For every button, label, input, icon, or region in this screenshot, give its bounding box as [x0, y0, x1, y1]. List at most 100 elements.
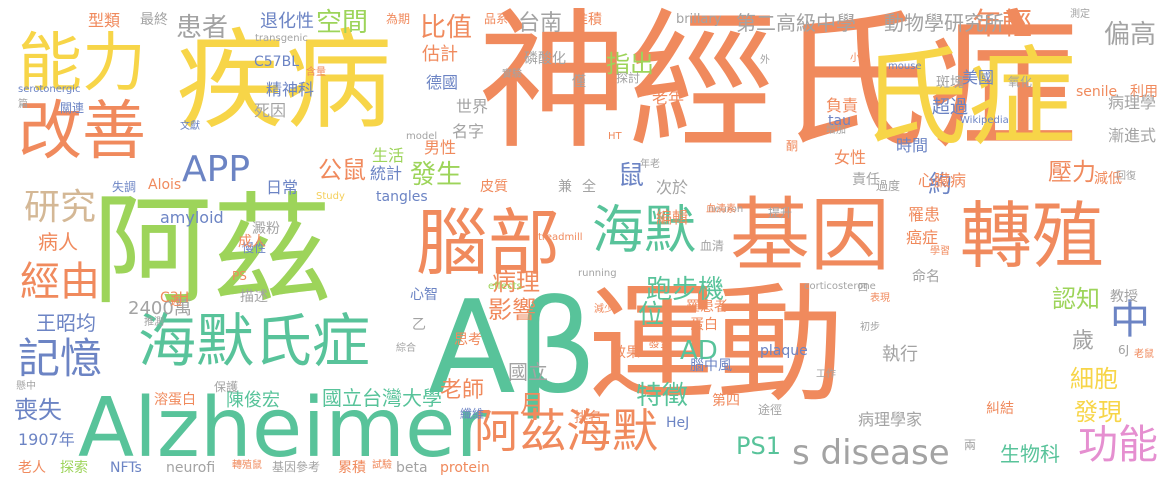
word-item-76: 測定	[1070, 9, 1090, 20]
word-item-125: 纖維	[460, 407, 485, 421]
word-item-97: 次於	[656, 178, 689, 197]
word-item-49: 陳俊宏	[226, 390, 280, 411]
word-item-92: 男性	[424, 138, 457, 157]
word-item-72: 為期	[386, 12, 411, 26]
word-item-82: 德國	[426, 73, 459, 92]
word-app: APP	[182, 149, 251, 190]
word-item-26: 指出	[606, 50, 654, 78]
word-tangles: tangles	[376, 189, 428, 205]
word-item-118: 思考	[454, 332, 482, 348]
word-item-158: 文獻	[180, 121, 200, 132]
word-item-108: 血清	[700, 239, 725, 253]
word-item-7: 轉殖	[960, 194, 1105, 278]
word-item-157: 關連	[60, 101, 85, 115]
word-item-70: 型類	[88, 11, 121, 30]
word-item-154: 兩	[964, 438, 977, 452]
word-item-169: 年老	[640, 159, 660, 170]
word-item-6: 腦部	[416, 201, 561, 285]
word-item-93: 生活	[372, 146, 405, 165]
word-item-38: 病理	[492, 268, 540, 296]
word-item-81: 僅	[572, 74, 586, 90]
word-6j: 6J	[1118, 343, 1130, 357]
word-item-50: 王昭均	[36, 311, 96, 335]
word-item-149: 基因參考	[272, 460, 321, 474]
word-item-12: 海默氏症	[138, 307, 371, 375]
word-item-61: 死因	[254, 101, 287, 120]
word-item-60: 精神科	[266, 80, 315, 99]
word-item-13: 阿茲海默	[474, 404, 658, 458]
word-item-5: 基因	[730, 189, 890, 282]
word-item-116: 描述	[240, 289, 268, 305]
word-item-106: 罹患	[908, 205, 941, 224]
word-item-96: 皮質	[480, 179, 508, 195]
word-2400: 2400萬	[128, 298, 192, 319]
word-item-17: 研究	[24, 187, 97, 228]
word-wikipedia: Wikipedia	[960, 115, 1009, 126]
word-ht: HT	[608, 131, 622, 142]
word-item-22: 年輕	[972, 7, 1032, 42]
word-model: model	[406, 131, 438, 142]
word-item-27: 台南	[518, 11, 563, 36]
word-item-140: 推測	[144, 317, 164, 328]
word-item-3: 阿茲	[92, 182, 332, 321]
word-item-127: 第四	[712, 393, 740, 409]
word-item-117: 心智	[410, 287, 438, 303]
word-item-18: 經由	[20, 259, 100, 305]
word-item-67: 超過	[932, 97, 968, 118]
word-item-54: 生物科	[1000, 442, 1060, 466]
word-item-56: 執行	[882, 344, 918, 365]
word-item-95: 日常	[266, 178, 299, 197]
word-item-66: 時間	[896, 136, 929, 155]
word-nfts: NFTs	[110, 460, 142, 476]
word-corticosterone: corticosterone	[804, 281, 876, 292]
word-item-139: 週	[170, 294, 183, 308]
word-item-36: 位	[638, 300, 665, 330]
word-item-177: 工作	[816, 369, 836, 380]
word-ad: AD	[680, 336, 718, 366]
word-item-126: 排名	[574, 410, 602, 426]
word-item-35: 跑步機	[646, 275, 725, 305]
word-neuron: neuron	[708, 204, 744, 215]
word-transgenic: transgenic	[255, 33, 308, 44]
word-item-80: 磷酸化	[524, 51, 566, 67]
word-item-24: 空間	[316, 8, 369, 38]
word-item-165: 實驗	[502, 69, 522, 80]
word-item-14: 海默	[592, 201, 697, 261]
word-item-44: 特徵	[636, 381, 689, 411]
word-neurofi: neurofi	[166, 460, 216, 476]
word-item-37: 影響	[488, 296, 536, 324]
word-item-113: 慢性	[242, 241, 267, 255]
word-ps: PS	[232, 269, 247, 283]
word-item-176: 學習	[930, 246, 950, 257]
word-item-94: 統計	[370, 164, 403, 183]
word-alzheimer: Alzheimer	[78, 381, 490, 476]
word-item-33: 鼠	[618, 161, 645, 191]
word-item-143: 保護	[214, 380, 239, 394]
word-item-41: 細胞	[1070, 365, 1118, 393]
word-item-174: 初步	[860, 322, 880, 333]
word-ps1: PS1	[736, 432, 781, 460]
word-item-114: 成人	[238, 234, 266, 250]
word-item-148: 轉殖鼠	[232, 460, 262, 471]
word-item-8: 能力	[18, 27, 146, 101]
word-item-2: 疾病	[176, 19, 393, 144]
word-protein: protein	[440, 460, 490, 476]
word-item-156: 篇	[18, 99, 28, 110]
word-item-32: 公鼠	[318, 156, 366, 184]
word-item-40: 認知	[1052, 285, 1100, 313]
word-item-64: 老年	[652, 88, 685, 107]
word-item-45: 月	[520, 390, 544, 418]
word-alois: Alois	[148, 177, 182, 193]
word-item-98: 兼	[558, 179, 572, 195]
word-item-62: 世界	[456, 97, 489, 116]
word-treadmill: treadmill	[538, 232, 583, 243]
word-serotonergic: serotonergic	[18, 84, 81, 95]
word-item-23: 比值	[420, 13, 473, 43]
word-item-91: 女性	[834, 148, 867, 167]
word-item-105: 過度	[876, 179, 901, 193]
word-item-163: 回復	[1116, 171, 1136, 182]
word-item-68: 漸進式	[1108, 126, 1157, 145]
word-item-123: 腦中風	[690, 358, 732, 374]
word-item-9: 改善	[18, 95, 146, 169]
word-hej: HeJ	[666, 415, 690, 431]
